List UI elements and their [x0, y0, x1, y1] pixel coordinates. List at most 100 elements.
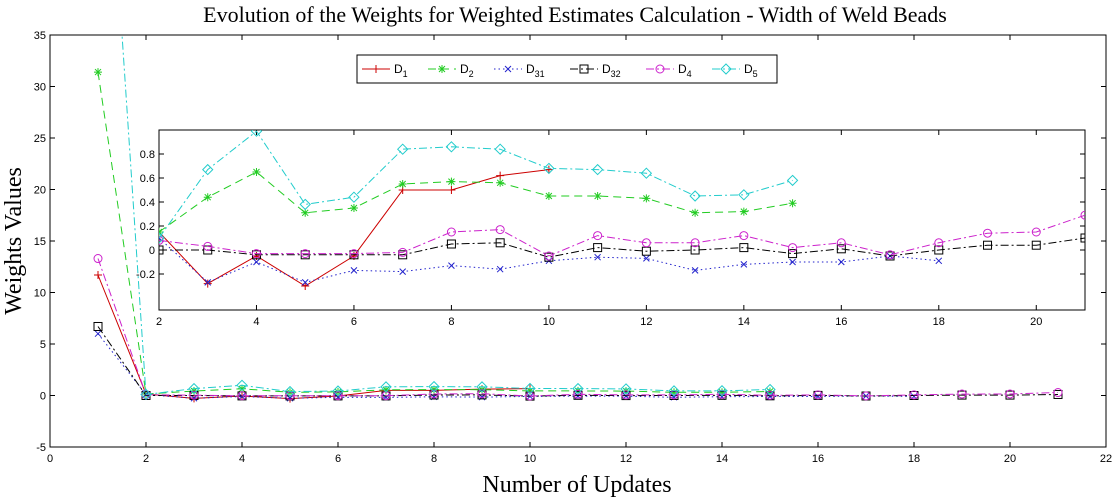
- inset-ytick-label: 0.4: [140, 197, 155, 209]
- inset-point-d32: [398, 250, 408, 260]
- main-point-d32: [93, 321, 103, 331]
- main-xtick-label: 22: [1100, 453, 1112, 465]
- main-point-d2: [718, 388, 726, 397]
- inset-axis-ticks: 2 4 6 8 10 12 14 16 18 20 -0.2 0 0.2 0.4 0.6 0.8: [136, 130, 1085, 328]
- main-point-d4: [525, 391, 535, 401]
- main-point-d5: [236, 379, 248, 392]
- inset-xtick-label: 2: [156, 316, 162, 328]
- inset-xtick-label: 14: [738, 316, 750, 328]
- main-point-d31: [238, 393, 246, 400]
- main-xtick-label: 2: [143, 453, 149, 465]
- inset-point-d2: [252, 168, 261, 176]
- main-point-d5: [476, 381, 488, 393]
- inset-point-d2: [739, 207, 748, 216]
- main-ytick-label: 20: [34, 185, 46, 197]
- inset-point-d5: [445, 141, 458, 153]
- inset-point-d4: [495, 225, 505, 235]
- inset-ytick-label: 0: [149, 245, 155, 257]
- main-xtick-label: 8: [431, 453, 437, 465]
- inset-point-d31: [204, 279, 212, 286]
- inset-point-d31: [691, 267, 699, 274]
- inset-point-d32: [788, 249, 798, 259]
- main-point-d5: [284, 385, 296, 398]
- inset-series-line-d2: [159, 171, 793, 233]
- inset-point-d1: [203, 279, 212, 288]
- inset-point-d32: [690, 245, 700, 255]
- chart-title: Evolution of the Weights for Weighted Es…: [203, 2, 947, 27]
- inset-point-d5: [396, 143, 409, 155]
- main-point-d4: [1053, 388, 1063, 398]
- inset-point-d4: [446, 227, 456, 237]
- inset-point-d32: [159, 245, 164, 255]
- inset-series-line-d4: [159, 214, 1085, 257]
- inset-point-d5: [640, 167, 653, 179]
- inset-point-d4: [159, 235, 164, 245]
- inset-point-d32: [593, 243, 603, 253]
- main-point-d4: [429, 389, 439, 399]
- inset-point-d1: [544, 165, 553, 174]
- inset-point-d4: [349, 249, 359, 259]
- main-xtick-label: 12: [620, 453, 632, 465]
- inset-point-d32: [739, 243, 749, 253]
- legend-marker-d32: [579, 64, 589, 74]
- inset-xtick-label: 4: [253, 316, 259, 328]
- main-xtick-label: 4: [239, 453, 245, 465]
- main-ytick-label: 15: [34, 236, 46, 248]
- main-xtick-label: 16: [812, 453, 824, 465]
- main-point-d31: [190, 394, 198, 402]
- inset-point-d4: [739, 231, 749, 241]
- inset-point-d2: [496, 178, 505, 187]
- legend-marker-d31: [504, 65, 512, 73]
- inset-xtick-label: 6: [351, 316, 357, 328]
- main-point-d4: [237, 391, 247, 401]
- main-xtick-label: 6: [335, 453, 341, 465]
- inset-point-d4: [593, 231, 603, 241]
- inset-point-d32: [446, 239, 456, 249]
- inset-point-d1: [496, 171, 505, 180]
- main-ytick-label: 25: [34, 133, 46, 145]
- inset-point-d31: [935, 257, 943, 265]
- main-point-d2: [670, 388, 678, 397]
- main-xtick-label: 14: [716, 453, 728, 465]
- inset-point-d4: [836, 238, 846, 248]
- main-point-d4: [573, 389, 583, 399]
- inset-point-d32: [934, 245, 944, 255]
- inset-point-d2: [301, 208, 310, 217]
- inset-point-d4: [300, 249, 310, 259]
- main-xtick-label: 0: [47, 453, 53, 465]
- inset-point-d5: [689, 190, 701, 202]
- inset-point-d2: [642, 194, 651, 203]
- inset-point-d4: [983, 228, 993, 238]
- main-point-d4: [621, 390, 631, 400]
- inset-point-d4: [885, 250, 895, 260]
- main-point-d4: [717, 389, 727, 399]
- inset-plot-area: [158, 129, 1086, 311]
- inset-point-d2: [447, 177, 456, 186]
- inset-point-d5: [738, 189, 750, 201]
- inset-point-d31: [399, 268, 407, 275]
- legend-marker-d2: [438, 65, 446, 73]
- legend-marker-d5: [720, 63, 732, 75]
- inset-point-d5: [159, 232, 165, 244]
- inset-series-line-d32: [159, 237, 1085, 258]
- inset-xtick-label: 8: [448, 316, 454, 328]
- main-ytick-label: 0: [40, 391, 46, 403]
- inset-ytick-label: 0.8: [140, 149, 155, 161]
- main-point-d5: [524, 382, 536, 395]
- inset-point-d4: [398, 247, 408, 257]
- legend-marker-d4: [655, 64, 665, 74]
- main-point-d5: [332, 385, 344, 397]
- inset-series-line-d31: [159, 237, 939, 283]
- main-series-line-d5: [121, 35, 771, 396]
- main-point-d5: [140, 388, 152, 401]
- main-point-d1: [94, 270, 102, 279]
- inset-point-d31: [253, 258, 260, 266]
- inset-point-d4: [788, 243, 798, 253]
- inset-point-d5: [202, 163, 214, 176]
- y-axis-label: Weights Values: [1, 167, 27, 315]
- inset-point-d4: [1031, 227, 1041, 237]
- main-point-d5: [572, 382, 584, 395]
- inset-point-d4: [934, 238, 944, 248]
- inset-point-d2: [788, 199, 797, 208]
